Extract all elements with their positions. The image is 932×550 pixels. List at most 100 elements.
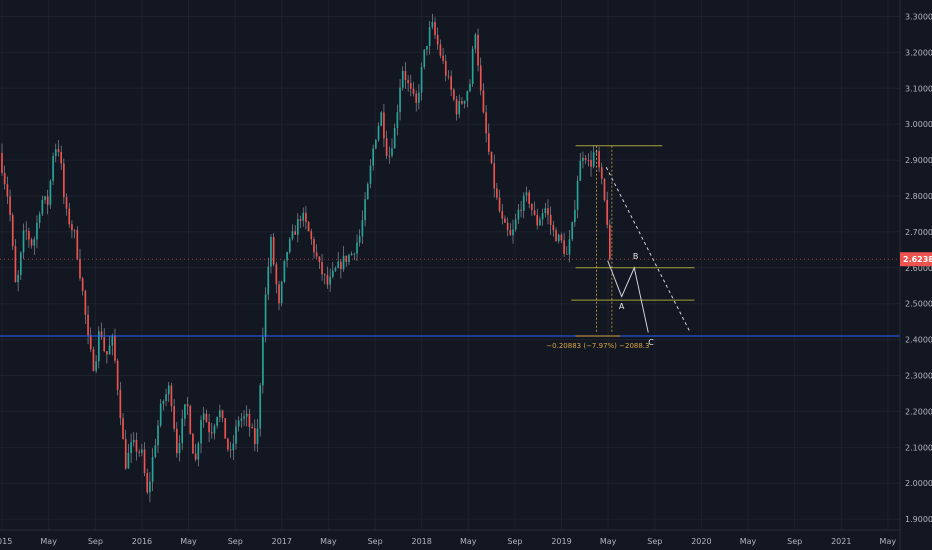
candle-up [463, 100, 466, 104]
price-tick-label: 2.40000 [905, 336, 932, 345]
candle-down [453, 89, 455, 100]
candle-down [501, 211, 504, 219]
candle-down [404, 70, 407, 81]
candle-down [565, 253, 568, 255]
candle-down [388, 155, 391, 157]
candle-up [353, 253, 356, 255]
wave-label-a: A [619, 302, 625, 311]
candle-up [399, 87, 401, 113]
candle-down [590, 160, 592, 167]
candle-up [141, 449, 143, 453]
candle-up [197, 443, 200, 460]
candle-up [267, 266, 270, 295]
candle-down [436, 34, 439, 45]
candle-up [302, 212, 305, 221]
candle-up [200, 419, 202, 444]
candle-down [603, 178, 606, 201]
candle-down [600, 167, 603, 179]
candle-down [57, 149, 60, 153]
candle-down [552, 224, 555, 231]
candle-up [165, 394, 167, 402]
time-tick-label: May [180, 537, 197, 546]
candle-up [291, 231, 294, 239]
price-axis[interactable]: 3.30000 3.20000 3.10000 3.00000 2.90000 2.800… [899, 0, 932, 550]
candle-up [33, 239, 36, 246]
candle-down [6, 184, 9, 197]
candle-up [372, 148, 374, 166]
candle-down [224, 418, 227, 439]
price-tick-label: 2.70000 [905, 228, 932, 237]
candle-up [512, 229, 514, 236]
candle-up [517, 209, 520, 220]
candle-up [202, 413, 205, 420]
price-tick-label: 2.60000 [905, 264, 932, 273]
candle-up [576, 180, 579, 210]
candle-up [541, 213, 544, 220]
candle-up [232, 443, 235, 451]
candle-down [122, 418, 124, 440]
candle-up [36, 222, 38, 240]
candle-layer [1, 13, 611, 503]
candle-down [11, 215, 14, 247]
candle-down [477, 34, 479, 66]
candle-up [245, 413, 248, 417]
candle-up [108, 345, 111, 355]
candle-down [173, 406, 175, 429]
time-tick-label: 2015 [0, 537, 12, 546]
candle-down [318, 256, 321, 262]
time-axis[interactable]: 2015 May Sep 2016 May Sep 2017 May Sep 2018 May Sep… [0, 529, 900, 546]
price-tick-label: 2.30000 [905, 372, 932, 381]
candle-down [409, 83, 412, 89]
price-tick-label: 3.10000 [905, 84, 932, 93]
candle-up [348, 255, 350, 262]
time-tick-label: Sep [787, 537, 802, 546]
candle-down [87, 314, 89, 336]
candle-down [81, 278, 84, 291]
time-tick-label: Sep [507, 537, 522, 546]
time-tick-label: May [880, 537, 897, 546]
candle-up [52, 156, 54, 181]
candle-down [584, 157, 587, 161]
candle-down [106, 351, 108, 355]
candle-down [210, 432, 213, 434]
candle-up [469, 83, 471, 92]
last-price-box [900, 252, 932, 267]
candle-down [124, 439, 127, 469]
time-tick-label: May [600, 537, 617, 546]
candle-up [525, 192, 528, 196]
candle-down [186, 404, 189, 407]
projected-trendline[interactable] [605, 167, 691, 333]
candle-up [582, 157, 584, 161]
abc-wave-path[interactable] [607, 260, 649, 333]
price-tick-label: 2.50000 [905, 300, 932, 309]
candle-up [286, 251, 288, 261]
candle-down [587, 160, 590, 161]
candle-down [116, 360, 119, 390]
candle-down [383, 112, 385, 139]
candle-down [323, 274, 326, 276]
last-price-tag: 2.62388 [0, 252, 932, 267]
candle-up [471, 48, 474, 84]
candle-down [92, 349, 95, 371]
price-tick-label: 2.90000 [905, 156, 932, 165]
candle-down [536, 214, 539, 226]
candle-up [350, 253, 353, 256]
candle-up [151, 457, 154, 482]
candle-up [391, 148, 393, 156]
candle-up [428, 27, 431, 47]
candle-up [219, 410, 221, 418]
candle-down [205, 413, 208, 423]
time-tick-label: Sep [228, 537, 243, 546]
time-tick-label: May [320, 537, 337, 546]
candle-up [184, 404, 186, 419]
candle-up [458, 101, 461, 115]
drawing-layer[interactable]: −0.20883 (−7.97%) −2088.3 A B C [0, 145, 900, 350]
candle-up [474, 34, 477, 49]
candle-up [393, 127, 396, 149]
candle-down [299, 219, 302, 221]
price-tick-label: 2.20000 [905, 407, 932, 416]
candle-up [17, 274, 19, 283]
candle-up [571, 222, 574, 240]
candle-up [592, 152, 595, 167]
